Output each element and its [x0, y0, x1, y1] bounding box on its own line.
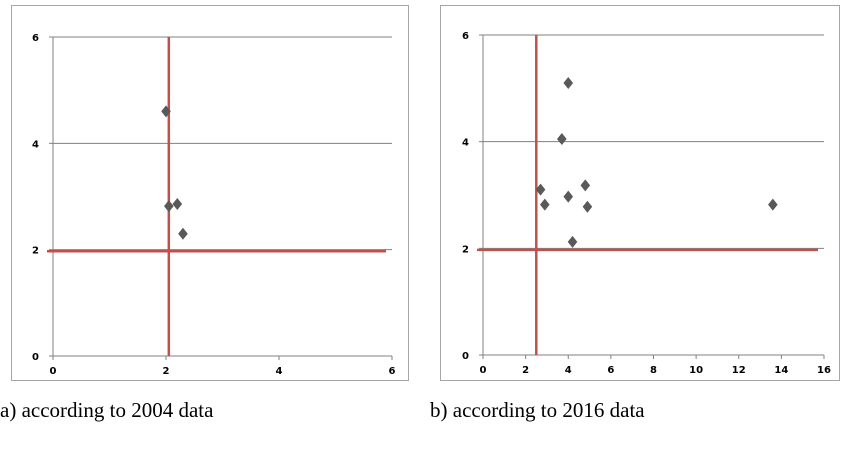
y-tick-label: 4: [462, 138, 469, 149]
x-tick-label: 0: [50, 366, 57, 377]
x-tick-label: 4: [276, 366, 283, 377]
data-point: [768, 199, 778, 211]
x-tick-label: 6: [607, 365, 614, 376]
y-tick-label: 4: [32, 139, 39, 150]
y-tick-label: 0: [462, 351, 469, 362]
x-tick-label: 8: [650, 365, 657, 376]
data-point: [583, 201, 593, 213]
data-point: [164, 200, 174, 212]
x-tick-label: 2: [522, 365, 529, 376]
x-tick-label: 4: [565, 365, 572, 376]
y-tick-label: 6: [462, 31, 469, 42]
x-tick-label: 10: [689, 365, 703, 376]
data-point: [557, 133, 567, 145]
data-point: [568, 236, 578, 248]
scatter-chart-a: 0 2 4 6 0 2 4 6: [12, 6, 410, 382]
y-tick-label: 6: [32, 33, 39, 44]
data-point: [563, 191, 573, 203]
caption-b: b) according to 2016 data: [430, 398, 645, 423]
y-tick-label: 2: [462, 244, 469, 255]
data-point: [173, 198, 183, 210]
data-point: [563, 77, 573, 89]
chart-panel-a: 0 2 4 6 0 2 4 6: [11, 5, 409, 381]
caption-a: a) according to 2004 data: [0, 398, 213, 423]
x-tick-label: 0: [480, 365, 487, 376]
y-tick-label: 2: [32, 246, 39, 257]
x-tick-label: 14: [774, 365, 788, 376]
x-tick-label: 6: [389, 366, 396, 377]
data-point: [581, 179, 591, 191]
data-point: [540, 199, 550, 211]
data-point: [178, 228, 188, 240]
y-tick-label: 0: [32, 352, 39, 363]
x-tick-label: 16: [817, 365, 831, 376]
chart-panel-b: 0 2 4 6 8 10 12 14 16 0 2 4 6: [440, 5, 840, 381]
scatter-chart-b: 0 2 4 6 8 10 12 14 16 0 2 4 6: [441, 6, 841, 382]
x-tick-label: 12: [732, 365, 746, 376]
x-tick-label: 2: [163, 366, 170, 377]
